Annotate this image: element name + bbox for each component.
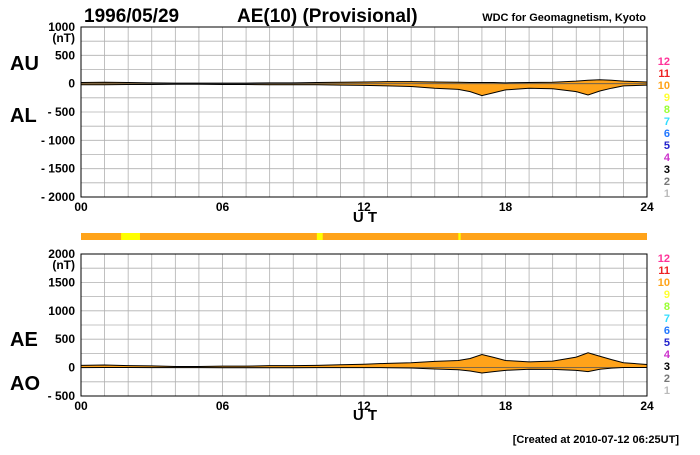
au-al-grid xyxy=(81,27,647,197)
au-al-x-axis-title: U T xyxy=(353,209,377,226)
ribbon-segment xyxy=(316,233,323,240)
plot-title: AE(10) (Provisional) xyxy=(237,6,418,27)
station-legend-item: 8 xyxy=(664,104,670,116)
station-legend-item: 2 xyxy=(664,373,670,385)
x-tick-label: 12 xyxy=(357,200,371,214)
y-tick-label: 500 xyxy=(55,48,75,62)
au-al-y-ticks: 1000 500 0 - 500 - 1000 - 1500 - 2000 xyxy=(41,20,75,204)
series-line-ao xyxy=(80,366,647,374)
station-legend-item: 4 xyxy=(664,152,671,164)
station-legend-item: 12 xyxy=(658,253,670,265)
ao-label: AO xyxy=(10,373,40,395)
ae-ao-unit: (nT) xyxy=(52,258,75,272)
x-tick-label: 00 xyxy=(74,200,88,214)
station-legend-item: 1 xyxy=(664,188,670,200)
station-legend-item: 6 xyxy=(664,325,670,337)
y-tick-label: - 500 xyxy=(48,389,76,403)
station-legend-item: 5 xyxy=(664,337,670,349)
x-tick-label: 06 xyxy=(216,399,230,413)
y-tick-label: 1000 xyxy=(48,304,75,318)
x-tick-label: 18 xyxy=(499,200,513,214)
station-legend-item: 9 xyxy=(664,92,670,104)
plot-date: 1996/05/29 xyxy=(84,6,179,27)
station-legend-item: 9 xyxy=(664,289,670,301)
au-al-x-ticks: 00 06 12 18 24 xyxy=(74,200,654,214)
ribbon-segment xyxy=(121,233,140,240)
ae-ao-x-ticks: 00 06 12 18 24 xyxy=(74,399,654,413)
y-tick-label: 2000 xyxy=(48,247,75,261)
au-al-unit: (nT) xyxy=(52,31,75,45)
station-legend-item: 1 xyxy=(664,385,670,397)
ribbon-segment xyxy=(458,233,461,240)
created-timestamp: [Created at 2010-07-12 06:25UT] xyxy=(513,434,680,446)
series-line-ae xyxy=(80,352,648,367)
y-tick-label: 0 xyxy=(68,361,75,375)
ae-ao-y-ticks: 2000 1500 1000 500 0 - 500 xyxy=(48,247,76,403)
x-tick-label: 24 xyxy=(640,200,654,214)
ae-ao-grid xyxy=(81,254,647,396)
x-tick-label: 24 xyxy=(640,399,654,413)
ae-label: AE xyxy=(10,329,38,351)
y-tick-label: - 1000 xyxy=(41,133,75,147)
y-tick-label: 1500 xyxy=(48,275,75,289)
x-tick-label: 12 xyxy=(357,399,371,413)
x-tick-label: 18 xyxy=(499,399,513,413)
station-legend-item: 10 xyxy=(658,80,670,92)
station-legend-item: 5 xyxy=(664,140,670,152)
au-al-plot-area xyxy=(80,79,648,97)
station-legend-item: 3 xyxy=(664,361,670,373)
y-tick-label: - 1500 xyxy=(41,162,75,176)
station-legend-item: 8 xyxy=(664,301,670,313)
y-tick-label: 1000 xyxy=(48,20,75,34)
station-legend-item: 10 xyxy=(658,277,670,289)
al-label: AL xyxy=(10,105,37,127)
x-tick-label: 00 xyxy=(74,399,88,413)
y-tick-label: 500 xyxy=(55,332,75,346)
x-tick-label: 06 xyxy=(216,200,230,214)
y-tick-label: - 2000 xyxy=(41,190,75,204)
station-legend-item: 6 xyxy=(664,128,670,140)
ribbon-base xyxy=(81,233,647,240)
station-legend-item: 11 xyxy=(658,68,670,80)
station-count-ribbon xyxy=(81,233,647,240)
station-legend-item: 12 xyxy=(658,56,670,68)
station-legend-item: 4 xyxy=(664,349,671,361)
station-legend-item: 3 xyxy=(664,164,670,176)
y-tick-label: 0 xyxy=(68,77,75,91)
plot-source: WDC for Geomagnetism, Kyoto xyxy=(482,12,646,24)
ae-ao-plot-area xyxy=(80,352,648,374)
station-legend-item: 11 xyxy=(658,265,670,277)
ae-ao-frame xyxy=(80,253,648,397)
au-al-frame xyxy=(80,26,648,198)
y-tick-label: - 500 xyxy=(48,105,76,119)
station-legend-item: 7 xyxy=(664,116,670,128)
series-line-au xyxy=(80,79,648,84)
series-line-al xyxy=(81,83,648,97)
station-legend-item: 7 xyxy=(664,313,670,325)
ae-ao-x-axis-title: U T xyxy=(353,407,377,424)
au-label: AU xyxy=(10,53,39,75)
station-legend-item: 2 xyxy=(664,176,670,188)
